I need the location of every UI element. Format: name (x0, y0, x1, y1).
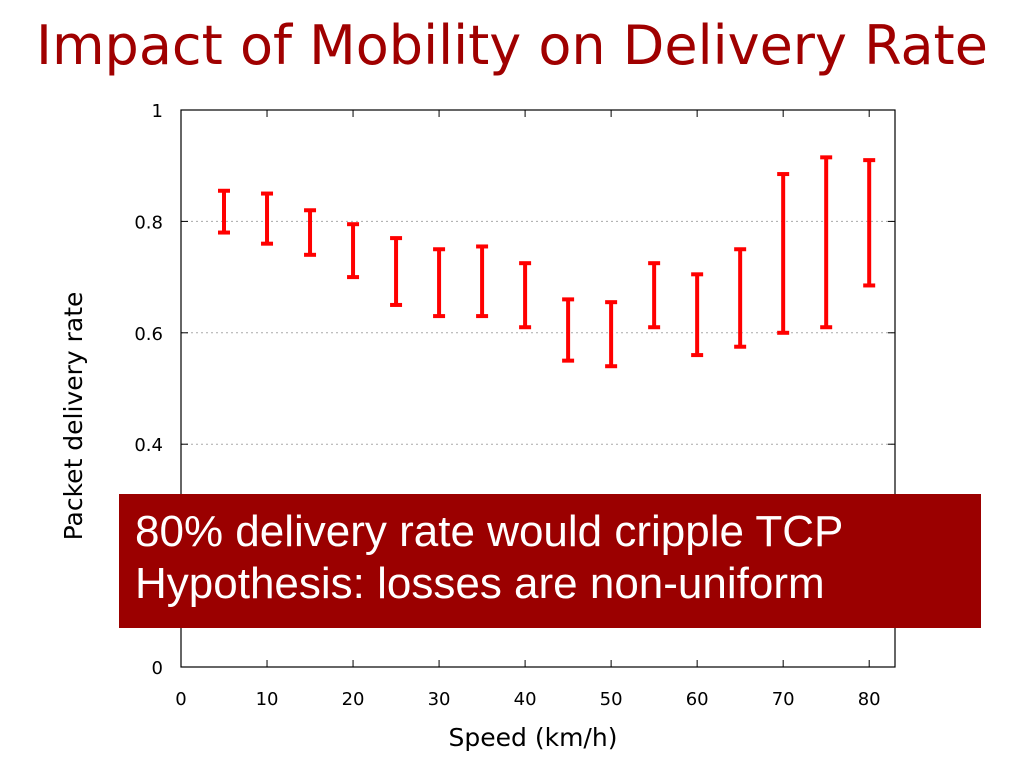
y-tick-label: 0.8 (134, 212, 163, 233)
error-bar (863, 158, 876, 288)
x-axis-label: Speed (km/h) (449, 723, 618, 752)
x-tick-label: 20 (342, 689, 365, 710)
error-bar (605, 300, 618, 369)
x-tick-label: 30 (428, 689, 451, 710)
y-tick-label: 1 (152, 101, 163, 122)
error-bar (691, 272, 704, 358)
x-tick-label: 70 (772, 689, 795, 710)
error-bar (390, 236, 403, 307)
error-bar (648, 261, 661, 330)
error-bar (347, 222, 360, 280)
x-tick-label: 0 (175, 689, 186, 710)
x-tick-label: 60 (686, 689, 709, 710)
error-bar (820, 155, 833, 330)
error-bar (734, 247, 747, 349)
callout-line-1: 80% delivery rate would cripple TCP (135, 507, 844, 556)
error-bar (519, 261, 532, 330)
y-tick-label: 0 (152, 658, 163, 679)
error-bar (777, 172, 790, 335)
x-tick-label: 80 (858, 689, 881, 710)
error-bar (261, 191, 274, 246)
slide-title: Impact of Mobility on Delivery Rate (36, 14, 988, 77)
y-axis-label: Packet delivery rate (59, 292, 88, 541)
callout-line-2: Hypothesis: losses are non-uniform (135, 559, 825, 608)
x-tick-label: 10 (256, 689, 279, 710)
y-tick-label: 0.4 (134, 435, 163, 456)
error-bar (433, 247, 446, 319)
error-bar (304, 208, 317, 257)
x-tick-label: 50 (600, 689, 623, 710)
error-bars (218, 155, 876, 369)
error-bar (218, 188, 231, 235)
axis-ticks (180, 109, 895, 668)
callout-box: 80% delivery rate would cripple TCP Hypo… (119, 494, 981, 628)
error-bar (562, 297, 575, 363)
y-tick-label: 0.6 (134, 324, 163, 345)
plot-frame (180, 109, 896, 668)
error-bar (476, 244, 489, 319)
x-tick-label: 40 (514, 689, 537, 710)
